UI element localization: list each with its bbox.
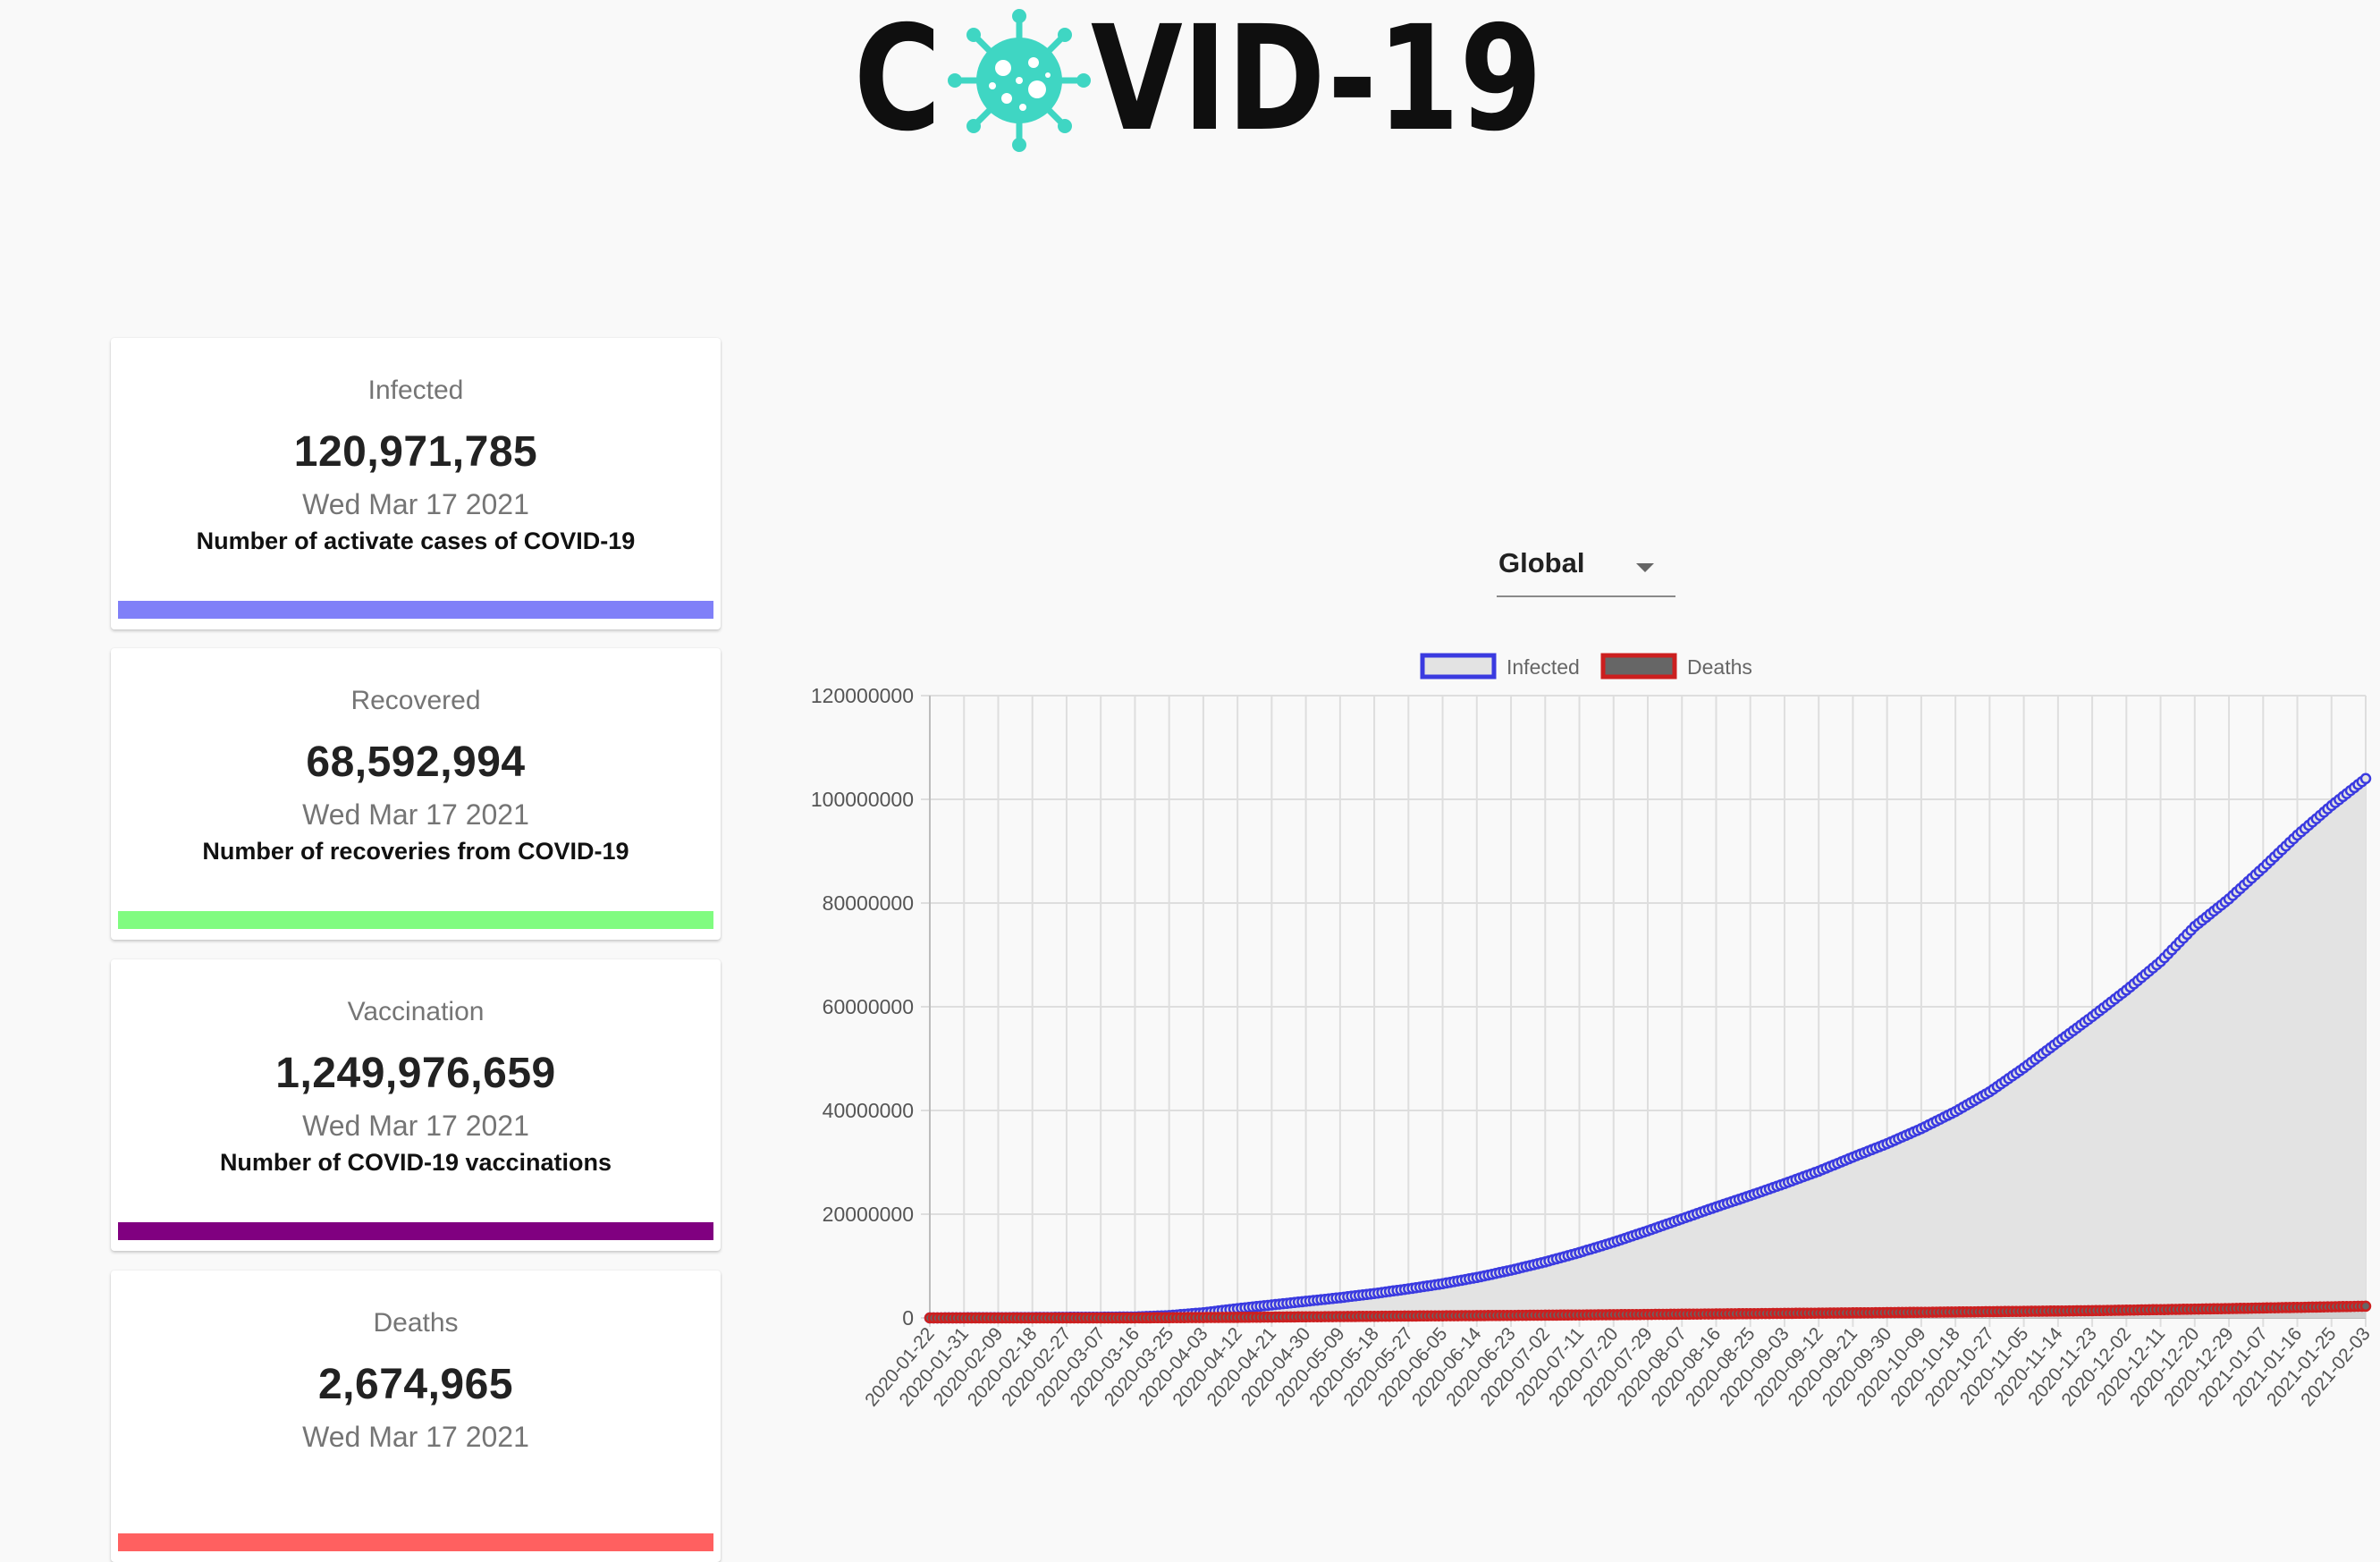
- y-tick-label: 40000000: [823, 1099, 914, 1122]
- card-description: Number of COVID-19 vaccinations: [219, 1149, 612, 1176]
- legend-swatch-deaths: [1600, 653, 1677, 680]
- y-tick-label: 20000000: [823, 1203, 914, 1226]
- card-description: Number of recoveries from COVID-19: [202, 838, 629, 865]
- card-title: Recovered: [350, 686, 481, 715]
- card-color-bar: [118, 911, 713, 929]
- deaths-point: [2359, 1300, 2372, 1313]
- y-tick-label: 0: [902, 1306, 914, 1330]
- card-value: 68,592,994: [306, 739, 526, 786]
- card-date: Wed Mar 17 2021: [302, 1110, 529, 1142]
- dropdown-arrow-icon[interactable]: [1636, 563, 1654, 572]
- infected-card: Infected 120,971,785 Wed Mar 17 2021 Num…: [111, 338, 721, 629]
- recovered-card: Recovered 68,592,994 Wed Mar 17 2021 Num…: [111, 648, 721, 940]
- country-select[interactable]: Global: [1497, 535, 1675, 597]
- logo-letter-c: C: [854, 0, 941, 164]
- y-tick-label: 120000000: [811, 684, 914, 707]
- card-title: Vaccination: [347, 997, 485, 1026]
- infected-area: [930, 778, 2366, 1318]
- card-value: 1,249,976,659: [275, 1050, 556, 1097]
- virus-icon: [948, 9, 1091, 152]
- card-date: Wed Mar 17 2021: [302, 1421, 529, 1453]
- legend-swatch-infected: [1420, 653, 1497, 680]
- card-color-bar: [118, 601, 713, 619]
- card-title: Deaths: [373, 1308, 459, 1338]
- card-value: 2,674,965: [317, 1361, 514, 1408]
- deaths-card: Deaths 2,674,965 Wed Mar 17 2021: [111, 1271, 721, 1562]
- card-date: Wed Mar 17 2021: [302, 798, 529, 831]
- covid-logo: C: [854, 0, 1542, 164]
- card-color-bar: [118, 1222, 713, 1240]
- legend-label-infected: Infected: [1506, 655, 1580, 679]
- country-select-value: Global: [1498, 547, 1585, 578]
- card-date: Wed Mar 17 2021: [302, 488, 529, 520]
- logo-letters-vid-19: VID-19: [1091, 0, 1542, 164]
- cases-line-chart: Infected Deaths 0 20000000 40000000 60000000 8…: [811, 653, 2375, 1411]
- legend-label-deaths: Deaths: [1687, 655, 1752, 679]
- card-value: 120,971,785: [293, 428, 538, 476]
- card-description: Number of activate cases of COVID-19: [196, 528, 636, 554]
- y-tick-label: 80000000: [823, 891, 914, 915]
- card-color-bar: [118, 1533, 713, 1551]
- y-tick-label: 100000000: [811, 788, 914, 811]
- infected-point: [2359, 773, 2372, 785]
- vaccination-card: Vaccination 1,249,976,659 Wed Mar 17 202…: [111, 959, 721, 1251]
- card-title: Infected: [367, 376, 464, 405]
- y-tick-label: 60000000: [823, 995, 914, 1018]
